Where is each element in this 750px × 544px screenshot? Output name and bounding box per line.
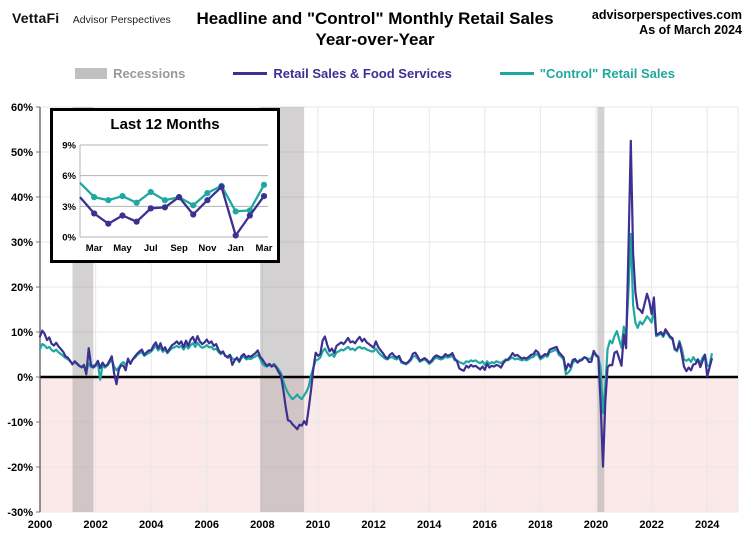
inset-x-axis-label: Nov <box>198 243 217 254</box>
inset-control-series-marker <box>260 181 268 188</box>
inset-headline-series-marker <box>133 218 140 225</box>
headline-line-swatch-icon <box>233 72 268 75</box>
x-axis-label: 2008 <box>250 519 274 531</box>
inset-y-axis-label: 6% <box>62 171 76 182</box>
inset-control-series-marker <box>161 197 169 204</box>
source-attribution: advisorperspectives.com As of March 2024 <box>592 8 742 38</box>
legend-item-headline: Retail Sales & Food Services <box>233 66 452 81</box>
inset-headline-series-marker <box>218 183 225 191</box>
headline-series-line <box>38 139 713 468</box>
inset-headline-series-marker <box>232 232 239 239</box>
chart-title-line2: Year-over-Year <box>315 30 435 50</box>
inset-title: Last 12 Months <box>110 116 220 133</box>
y-axis-label: 60% <box>11 102 33 114</box>
y-axis-label: -20% <box>7 462 33 474</box>
inset-chart-svg: 0% 3% 6% 9% Mar May Jul Sep Nov Jan Mar <box>62 141 273 255</box>
x-axis-label: 2020 <box>584 519 608 531</box>
inset-headline-series-marker <box>105 220 112 227</box>
x-axis-label: 2014 <box>417 519 442 531</box>
inset-x-axis-label: Jul <box>144 243 158 254</box>
inset-headline-series-marker <box>204 197 211 204</box>
legend: Recessions Retail Sales & Food Services … <box>0 66 750 81</box>
inset-y-axis-label: 9% <box>62 141 76 152</box>
chart-title-line1: Headline and "Control" Monthly Retail Sa… <box>196 9 554 28</box>
inset-x-axis-label: May <box>113 243 132 254</box>
advisor-perspectives-logo-text: Advisor Perspectives <box>72 14 171 26</box>
inset-control-series-marker <box>204 189 211 197</box>
recession-swatch-icon <box>75 68 108 79</box>
x-axis-label: 2002 <box>83 519 107 531</box>
x-axis-label: 2010 <box>306 519 330 531</box>
x-axis-label: 2024 <box>695 519 720 531</box>
recession-band <box>597 107 605 512</box>
x-axis-label: 2018 <box>528 519 552 531</box>
chart-title: Headline and "Control" Monthly Retail Sa… <box>0 8 750 51</box>
inset-control-series-marker <box>147 188 154 196</box>
inset-y-axis-label: 3% <box>62 202 76 213</box>
control-line-swatch-icon <box>499 72 534 75</box>
inset-control-series-marker <box>133 199 140 206</box>
y-axis-label: -10% <box>7 417 33 429</box>
legend-item-recessions: Recessions <box>75 66 185 81</box>
x-axis-label: 2006 <box>195 519 219 531</box>
inset-headline-series-marker <box>246 212 253 219</box>
vettafi-logo: VettaFi Advisor Perspectives <box>12 10 171 28</box>
y-axis-label: 20% <box>11 282 33 294</box>
y-axis-label: 40% <box>11 192 33 204</box>
inset-x-axis-label: Mar <box>256 243 273 254</box>
as-of-date: As of March 2024 <box>639 23 742 37</box>
y-axis-label: 0% <box>17 372 33 384</box>
y-axis-label: 30% <box>11 237 33 249</box>
legend-control-label: "Control" Retail Sales <box>539 66 675 81</box>
x-axis-label: 2016 <box>473 519 497 531</box>
x-axis-label: 2022 <box>639 519 663 531</box>
inset-headline-series-marker <box>190 211 197 218</box>
inset-control-series-marker <box>190 202 197 209</box>
inset-headline-series-marker <box>161 204 169 211</box>
y-axis-label: -30% <box>7 507 33 519</box>
y-axis-label: 50% <box>11 147 33 159</box>
negative-region-fill <box>40 377 738 512</box>
inset-headline-series-marker <box>91 210 98 217</box>
inset-control-series-marker <box>232 208 239 215</box>
inset-headline-series-marker <box>175 194 183 201</box>
inset-headline-series-marker <box>260 193 268 200</box>
x-axis-label: 2012 <box>361 519 385 531</box>
inset-y-axis-label: 0% <box>62 233 76 244</box>
x-axis-label: 2004 <box>139 519 164 531</box>
inset-x-axis-label: Jan <box>228 243 245 254</box>
vettafi-logo-text: VettaFi <box>12 10 60 26</box>
inset-control-series-marker <box>105 197 112 204</box>
inset-headline-series-marker <box>119 212 126 219</box>
x-axis-label: 2000 <box>28 519 52 531</box>
inset-control-series-marker <box>91 194 98 201</box>
last-12-months-inset: Last 12 Months 0% 3% 6% 9% Mar May Jul Sep Nov Ja… <box>50 108 280 263</box>
inset-x-axis-label: Sep <box>170 243 188 254</box>
inset-control-series-marker <box>119 193 126 200</box>
source-site: advisorperspectives.com <box>591 8 742 22</box>
inset-control-series-line <box>79 181 266 213</box>
inset-headline-series-marker <box>147 205 154 212</box>
legend-headline-label: Retail Sales & Food Services <box>273 66 452 81</box>
inset-x-axis-label: Mar <box>86 243 103 254</box>
y-axis-label: 10% <box>11 327 33 339</box>
legend-item-control: "Control" Retail Sales <box>499 66 675 81</box>
legend-recessions-label: Recessions <box>113 66 186 81</box>
